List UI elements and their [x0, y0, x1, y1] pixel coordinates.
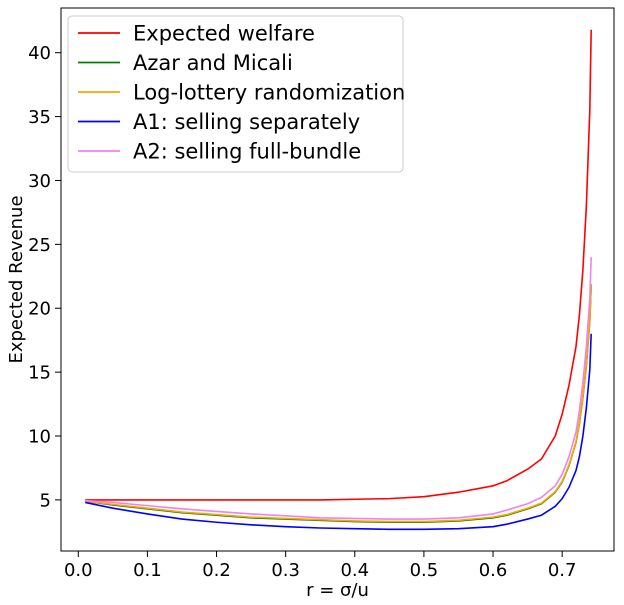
legend-label-3: Log-lottery randomization	[133, 81, 405, 105]
x-tick-label: 0.1	[133, 560, 162, 581]
y-tick-label: 35	[28, 107, 51, 128]
y-tick-label: 25	[28, 235, 51, 256]
x-axis: 0.0 0.1 0.2 0.3 0.4 0.5 0.6 0.7	[64, 551, 577, 581]
series-line-5	[85, 257, 592, 520]
series-line-3	[85, 283, 592, 523]
legend-frame	[67, 15, 404, 173]
x-axis-label: r = σ/u	[306, 580, 369, 601]
x-tick-label: 0.6	[479, 560, 508, 581]
y-tick-label: 5	[40, 490, 51, 511]
x-tick-label: 0.5	[410, 560, 439, 581]
y-axis: 5 10 15 20 25 30 35 40	[28, 43, 61, 511]
series-line-1	[85, 29, 592, 501]
legend-items: Expected welfare Azar and Micali Log-lotte…	[78, 22, 405, 164]
x-tick-label: 0.0	[64, 560, 93, 581]
y-tick-label: 15	[28, 363, 51, 384]
x-tick-label: 0.2	[202, 560, 231, 581]
legend: Expected welfare Azar and Micali Log-lotte…	[67, 15, 405, 173]
x-tick-label: 0.7	[548, 560, 577, 581]
y-tick-label: 30	[28, 171, 51, 192]
series-line-4	[85, 333, 592, 531]
y-tick-label: 20	[28, 299, 51, 320]
y-tick-label: 40	[28, 43, 51, 64]
legend-label-4: A1: selling separately	[133, 110, 360, 134]
y-axis-label: Expected Revenue	[6, 195, 27, 363]
x-tick-label: 0.3	[271, 560, 300, 581]
x-tick-label: 0.4	[340, 560, 369, 581]
series-layer	[85, 29, 592, 531]
legend-label-5: A2: selling full-bundle	[133, 140, 361, 164]
y-tick-label: 10	[28, 427, 51, 448]
legend-label-1: Expected welfare	[133, 22, 315, 46]
legend-label-2: Azar and Micali	[133, 51, 293, 75]
